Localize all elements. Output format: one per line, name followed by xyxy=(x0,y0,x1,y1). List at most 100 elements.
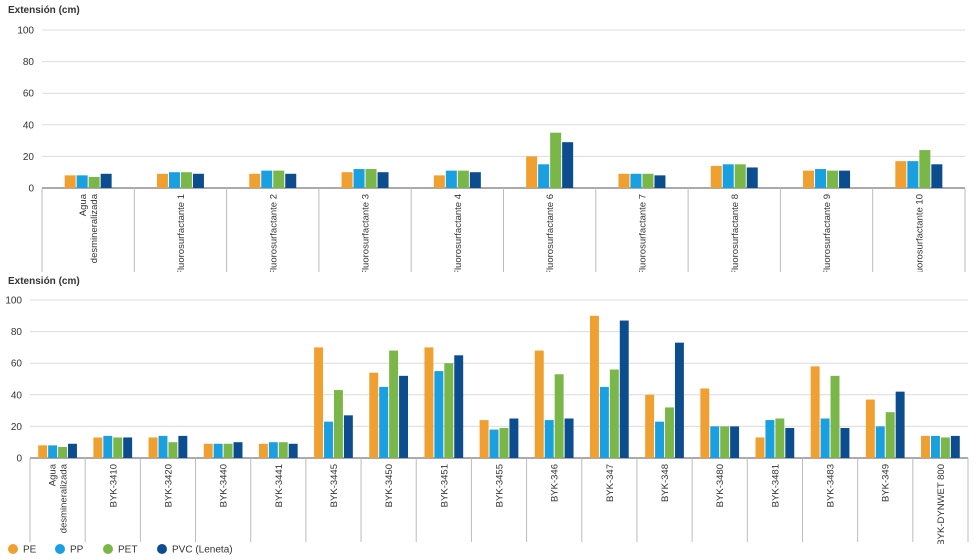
bar: PP: 45 xyxy=(599,386,609,458)
bar: PET: 19 xyxy=(499,427,509,458)
legend-swatch xyxy=(55,544,65,554)
x-tick-label: Fluorosurfactante 4 xyxy=(453,194,464,272)
x-tick-label: BYK-3480 xyxy=(715,464,726,507)
bar: PP: 8 xyxy=(48,445,58,458)
x-tick-label: BYK-348 xyxy=(660,464,671,502)
bar: PP: 12 xyxy=(353,169,365,188)
bar: PE: 24 xyxy=(479,420,489,458)
y-tick-label: 20 xyxy=(23,152,35,163)
y-tick-label: 60 xyxy=(11,359,23,370)
bar: PE: 8 xyxy=(433,175,445,188)
x-tick-label: Fluorosurfactante 6 xyxy=(545,194,556,272)
bar: PE: 9 xyxy=(156,173,168,188)
bar: PVC (Leneta): 8 xyxy=(654,175,666,188)
x-tick-label: BYK-346 xyxy=(550,464,561,502)
bar: PET: 11 xyxy=(457,170,469,188)
bar: PVC (Leneta): 9 xyxy=(192,173,204,188)
bar: PET: 11 xyxy=(273,170,285,188)
y-tick-label: 0 xyxy=(16,454,22,465)
legend-item-pvc: PVC (Leneta) xyxy=(157,544,233,556)
bar: PE: 40 xyxy=(645,394,655,458)
legend-item-pp: PP xyxy=(55,544,84,556)
bar: PVC (Leneta): 52 xyxy=(399,375,409,458)
bar: PP: 15 xyxy=(722,164,734,188)
bar: PE: 13 xyxy=(755,437,765,458)
chart-bottom-byk-additives: Extensión (cm)020406080100PE: 8PP: 8PET:… xyxy=(5,276,969,544)
bar: PET: 68 xyxy=(389,350,399,458)
bar: PP: 15 xyxy=(538,164,550,188)
x-tick-label: BYK-3441 xyxy=(274,464,285,507)
x-tick-label: Aguadesmineralizada xyxy=(48,463,70,533)
y-tick-label: 0 xyxy=(28,184,34,195)
bar: PP: 8 xyxy=(76,175,88,188)
bar: PVC (Leneta): 10 xyxy=(233,442,243,458)
bar: PP: 24 xyxy=(544,420,554,458)
bar: PVC (Leneta): 19 xyxy=(840,427,850,458)
bar: PE: 14 xyxy=(710,165,722,188)
x-tick-label: BYK-3410 xyxy=(108,464,119,507)
bar: PE: 90 xyxy=(589,315,599,458)
bar: PET: 56 xyxy=(609,369,619,458)
bar: PE: 70 xyxy=(424,347,434,458)
bar: PE: 8 xyxy=(38,445,48,458)
y-tick-label: 40 xyxy=(11,390,23,401)
legend-swatch xyxy=(157,544,167,554)
bar: PVC (Leneta): 29 xyxy=(562,142,574,188)
bar: PET: 10 xyxy=(180,172,192,188)
x-tick-label: BYK-3420 xyxy=(163,464,174,507)
chart-legend: PE PP PET PVC (Leneta) xyxy=(8,544,233,556)
y-tick-label: 100 xyxy=(17,26,34,37)
bar: PP: 20 xyxy=(875,426,885,458)
bar: PET: 53 xyxy=(554,374,564,458)
legend-label: PVC (Leneta) xyxy=(172,545,233,556)
bar: PP: 23 xyxy=(655,421,665,458)
bar: PP: 45 xyxy=(379,386,389,458)
bar: PE: 9 xyxy=(249,173,261,188)
bar: PVC (Leneta): 19 xyxy=(785,427,795,458)
bar: PVC (Leneta): 10 xyxy=(377,172,389,188)
bar: PP: 14 xyxy=(158,435,168,458)
bar: PP: 11 xyxy=(445,170,457,188)
bar: PVC (Leneta): 9 xyxy=(100,173,112,188)
y-tick-label: 60 xyxy=(23,89,35,100)
x-tick-label: Aguadesmineralizada xyxy=(78,193,100,263)
legend-item-pe: PE xyxy=(8,544,37,556)
bar: PE: 68 xyxy=(534,350,544,458)
bar: PP: 24 xyxy=(765,420,775,458)
bar: PET: 11 xyxy=(827,170,839,188)
x-tick-label: Fluorosurfactante 10 xyxy=(914,194,925,272)
bar: PP: 18 xyxy=(489,429,499,458)
chart-top-fluorosurfactantes: Extensión (cm)020406080100PE: 8PP: 8PET:… xyxy=(8,5,966,272)
bar: PE: 13 xyxy=(93,437,103,458)
bar: PP: 17 xyxy=(907,161,919,188)
bar: PET: 7 xyxy=(58,446,68,458)
x-tick-label: Fluorosurfactante 1 xyxy=(176,194,187,272)
bar: PE: 54 xyxy=(369,372,379,458)
x-tick-label: BYK-DYNWET 800 xyxy=(936,464,947,544)
bar: PVC (Leneta): 42 xyxy=(895,391,905,458)
bar: PVC (Leneta): 9 xyxy=(288,443,298,458)
bar: PP: 25 xyxy=(820,418,830,458)
bar: PE: 9 xyxy=(258,443,268,458)
bar: PET: 60 xyxy=(444,363,454,458)
bar: PE: 9 xyxy=(203,443,213,458)
x-tick-label: Fluorosurfactante 7 xyxy=(637,194,648,272)
bar: PET: 24 xyxy=(919,150,931,188)
bar: PP: 12 xyxy=(815,169,827,188)
bar: PE: 58 xyxy=(810,366,820,458)
bar: PET: 9 xyxy=(642,173,654,188)
bar: PE: 8 xyxy=(64,175,76,188)
bar: PET: 15 xyxy=(734,164,746,188)
x-tick-label: BYK-3451 xyxy=(439,464,450,507)
bar: PVC (Leneta): 11 xyxy=(839,170,851,188)
bar: PET: 10 xyxy=(168,442,178,458)
bar: PVC (Leneta): 9 xyxy=(285,173,297,188)
legend-swatch xyxy=(103,544,113,554)
bar: PP: 14 xyxy=(103,435,113,458)
y-tick-label: 40 xyxy=(23,120,35,131)
bar: PET: 10 xyxy=(278,442,288,458)
bar: PVC (Leneta): 25 xyxy=(509,418,519,458)
bar: PP: 9 xyxy=(213,443,223,458)
bar: PET: 32 xyxy=(665,407,674,458)
